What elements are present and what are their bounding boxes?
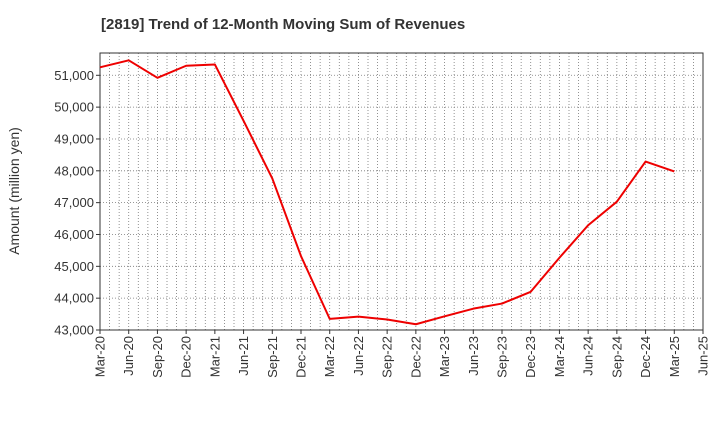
y-tick-label: 46,000 [54,227,94,242]
x-tick-label: Dec-24 [638,336,653,378]
x-tick-label: Mar-20 [93,336,108,377]
x-tick-label: Jun-20 [121,336,136,376]
x-tick-label: Jun-25 [696,336,711,376]
x-tick-label: Dec-20 [179,336,194,378]
y-tick-label: 49,000 [54,131,94,146]
y-tick-label: 51,000 [54,68,94,83]
x-tick-label: Mar-22 [322,336,337,377]
x-tick-label: Dec-21 [294,336,309,378]
x-tick-label: Mar-25 [667,336,682,377]
x-tick-label: Jun-24 [581,336,596,376]
y-tick-label: 44,000 [54,291,94,306]
x-tick-label: Sep-24 [609,336,624,378]
x-tick-label: Mar-21 [207,336,222,377]
plot-area [100,53,703,330]
x-tick-label: Sep-23 [495,336,510,378]
x-tick-label: Dec-23 [523,336,538,378]
y-tick-label: 48,000 [54,163,94,178]
x-tick-label: Mar-24 [552,336,567,377]
x-tick-label: Jun-22 [351,336,366,376]
x-tick-label: Jun-23 [466,336,481,376]
y-axis-label: Amount (million yen) [6,127,22,255]
x-tick-label: Mar-23 [437,336,452,377]
y-tick-label: 50,000 [54,100,94,115]
y-tick-label: 47,000 [54,195,94,210]
x-tick-label: Jun-21 [236,336,251,376]
y-tick-label: 43,000 [54,323,94,338]
y-tick-label: 45,000 [54,259,94,274]
x-tick-label: Sep-21 [265,336,280,378]
plot-frame [99,52,704,331]
x-tick-label: Sep-22 [380,336,395,378]
x-tick-label: Dec-22 [408,336,423,378]
chart-title: [2819] Trend of 12-Month Moving Sum of R… [101,16,466,33]
x-tick-label: Sep-20 [150,336,165,378]
